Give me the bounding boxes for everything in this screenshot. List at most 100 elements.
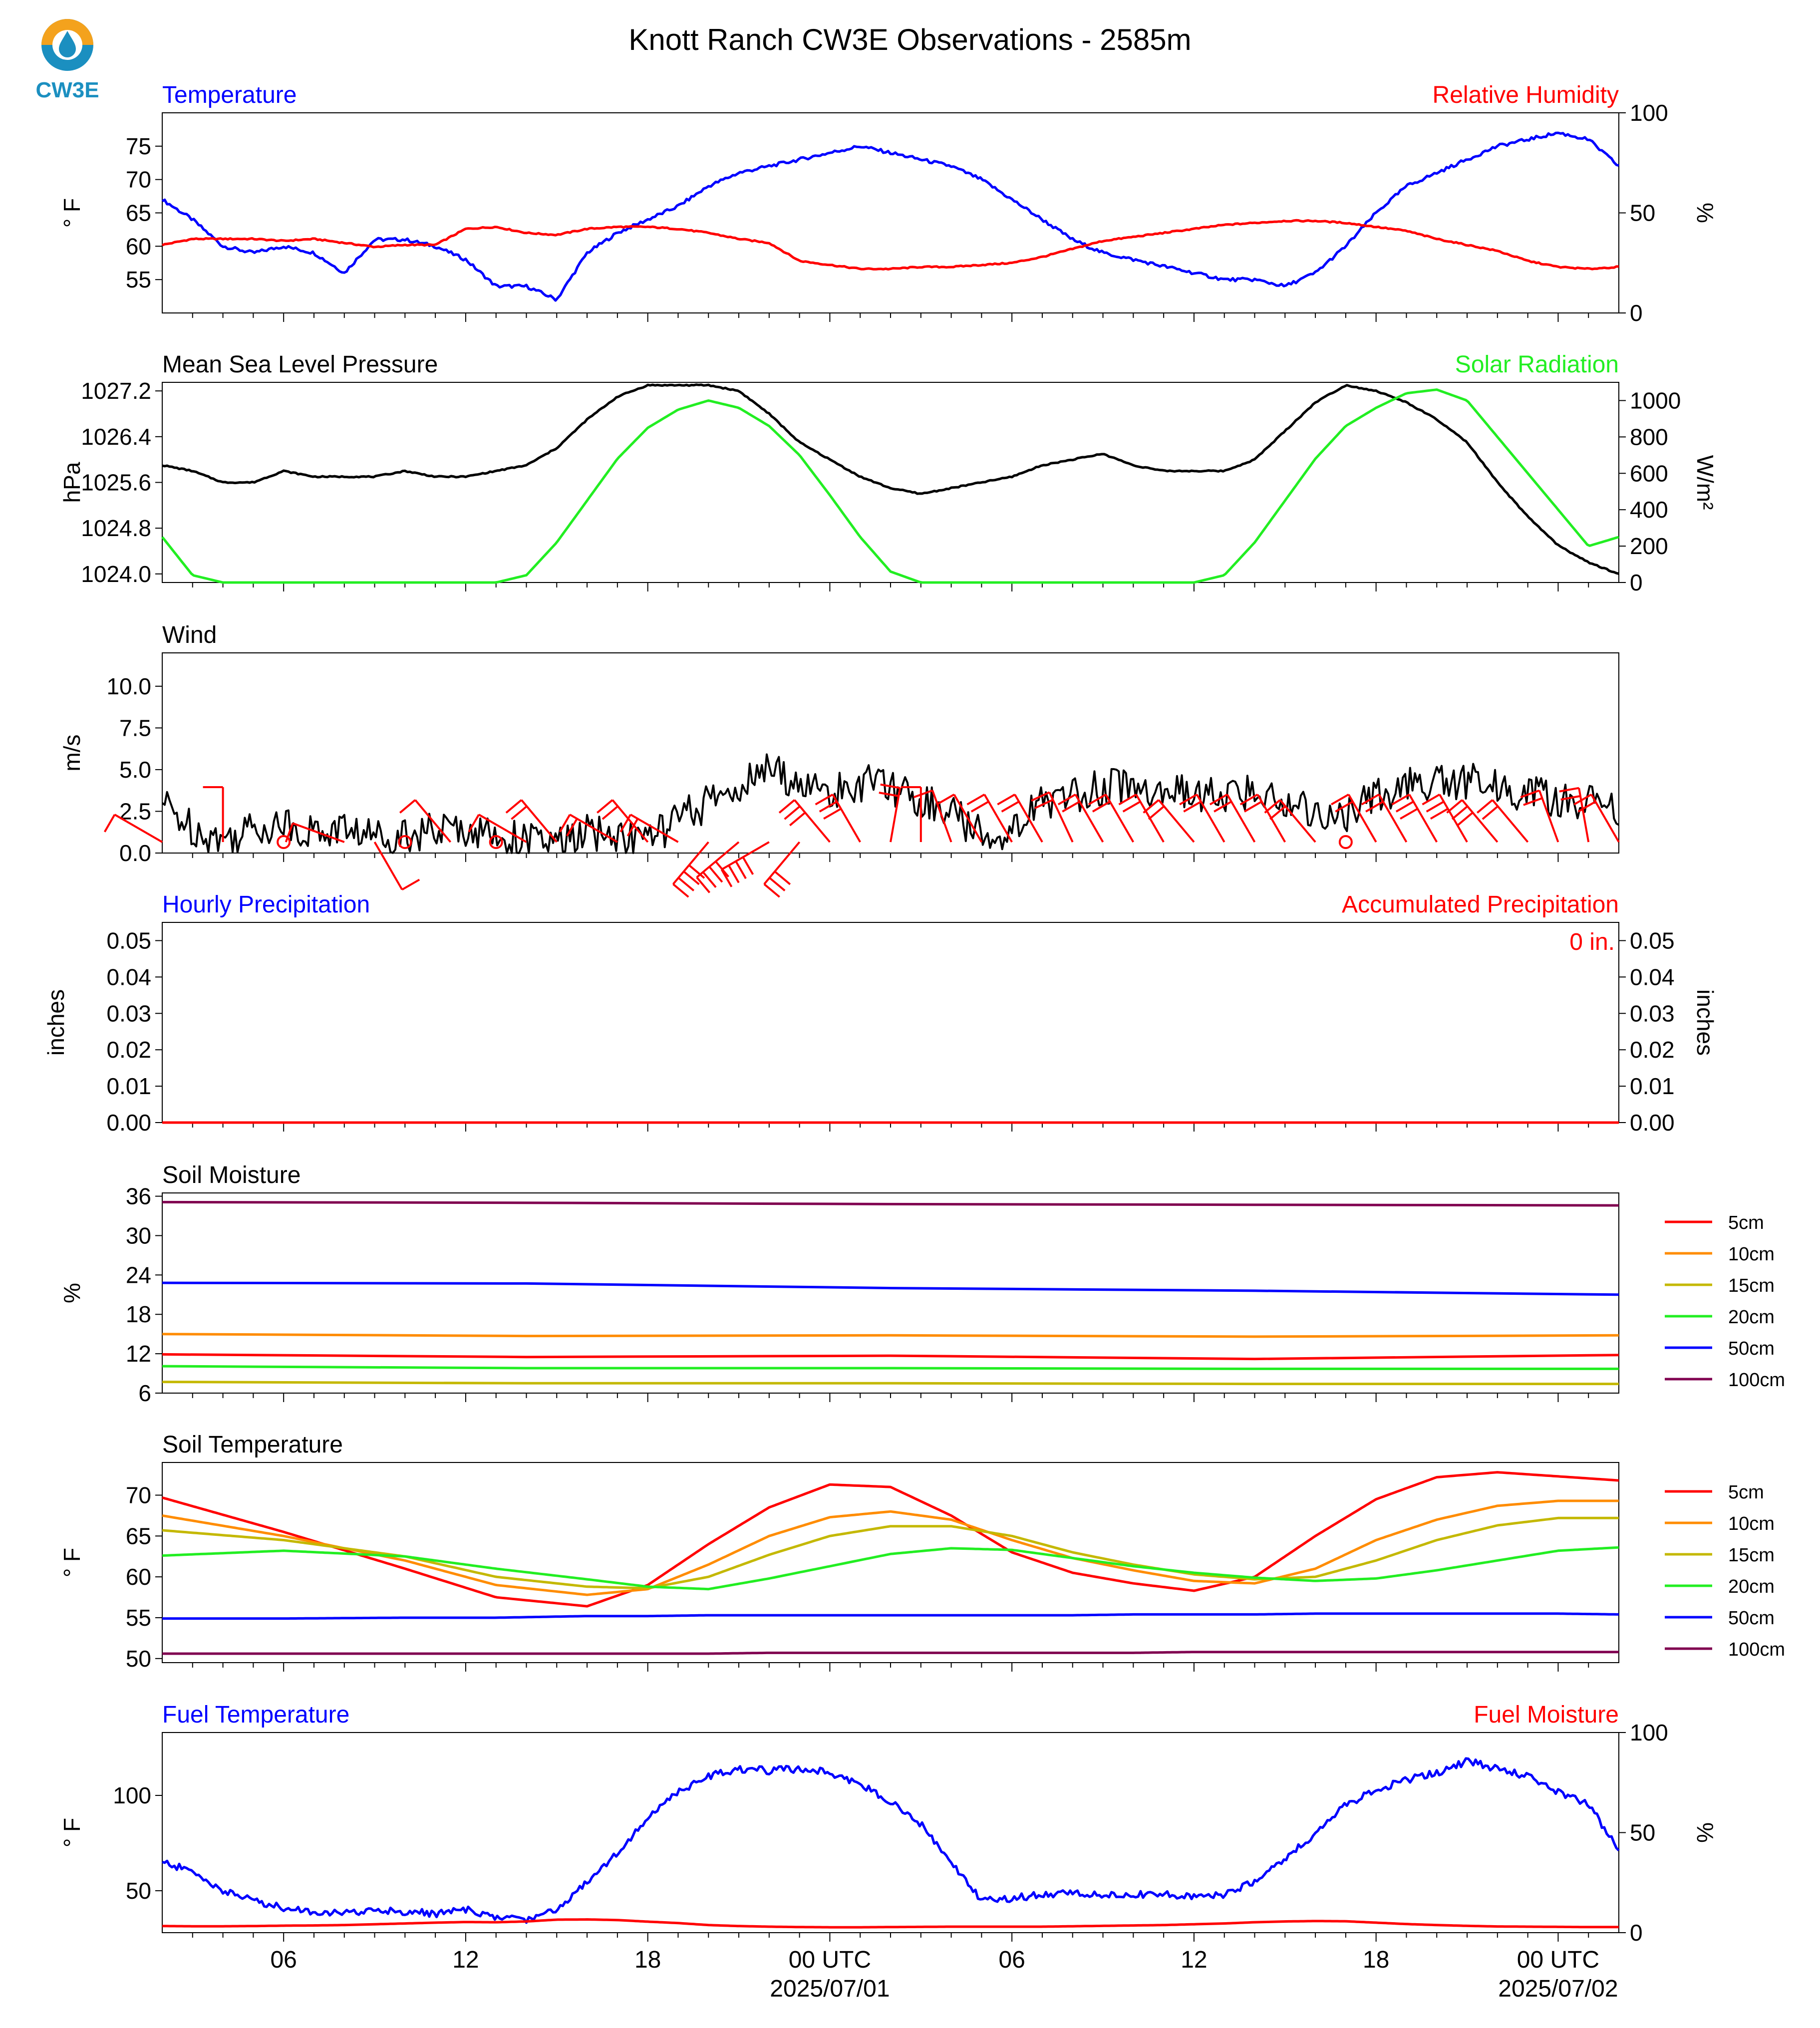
- wind-barb: [203, 786, 224, 842]
- accum-total-label: 0 in.: [1569, 929, 1615, 955]
- ylabel-left: m/s: [59, 734, 85, 771]
- wind-barb: [1520, 789, 1559, 843]
- ytick-label: 0.05: [106, 927, 151, 953]
- legend-label: 100cm: [1728, 1370, 1785, 1391]
- wind-barb: [1477, 799, 1529, 843]
- panel-title-left: Fuel Temperature: [162, 1702, 349, 1728]
- ylabel-left: ° F: [59, 1548, 85, 1577]
- ytick-right-label: 600: [1630, 460, 1668, 486]
- ylabel-right: %: [1692, 1822, 1718, 1843]
- ytick-label: 5.0: [119, 757, 151, 783]
- ylabel-left: hPa: [59, 462, 85, 503]
- panel-title-left: Soil Temperature: [162, 1432, 343, 1458]
- ytick-label: 36: [126, 1183, 151, 1209]
- series-line-5: [162, 1612, 1619, 1620]
- series-line-2: [161, 219, 1619, 271]
- legend-label: 10cm: [1728, 1244, 1775, 1265]
- wind-barb: [1391, 793, 1438, 843]
- wind-barb: [1446, 799, 1499, 843]
- panel-title-left: Temperature: [162, 82, 297, 108]
- wind-barb: [103, 814, 163, 843]
- ytick-right-label: 100: [1630, 1720, 1668, 1745]
- series-line-1: [162, 1757, 1620, 1924]
- series-line-4: [162, 1546, 1619, 1591]
- xtick-label: 06: [998, 1947, 1025, 1973]
- ytick-right-label: 800: [1630, 424, 1668, 450]
- ytick-label: 12: [126, 1341, 151, 1367]
- wind-barb: [672, 841, 709, 898]
- ytick-label: 50: [126, 1878, 151, 1904]
- ytick-label: 75: [126, 133, 151, 159]
- wind-barb: [1559, 787, 1590, 843]
- series-line-3: [162, 1381, 1619, 1386]
- ytick-right-label: 0: [1630, 570, 1643, 595]
- ytick-right-label: 0.03: [1630, 1000, 1675, 1026]
- droplet-icon: [59, 31, 76, 57]
- ytick-label: 0.01: [106, 1073, 151, 1099]
- legend-label: 15cm: [1728, 1275, 1775, 1296]
- series-line-6: [162, 1651, 1619, 1655]
- ylabel-right: %: [1692, 203, 1718, 223]
- series-line-1: [162, 383, 1619, 575]
- legend-label: 20cm: [1728, 1307, 1775, 1328]
- date-label: 2025/07/02: [1498, 1976, 1618, 2002]
- series-line-2: [161, 388, 1619, 584]
- xtick-label: 18: [1363, 1947, 1389, 1973]
- wind-barb: [559, 814, 618, 843]
- wind-barb: [1031, 791, 1074, 843]
- ytick-label: 55: [126, 267, 151, 292]
- legend-label: 50cm: [1728, 1608, 1775, 1629]
- legend-label: 100cm: [1728, 1639, 1785, 1660]
- ytick-label: 60: [126, 1564, 151, 1590]
- ytick-right-label: 0.04: [1630, 964, 1675, 990]
- ylabel-left: inches: [43, 989, 69, 1056]
- panel-4: Hourly Precipitation Accumulated Precipit…: [43, 891, 1718, 1136]
- panel-1: Temperature Relative Humidity 55 60 65 70 75 ° …: [59, 82, 1718, 326]
- wind-barb: [285, 822, 345, 843]
- ytick-label: 1026.4: [81, 424, 151, 450]
- ytick-label: 65: [126, 200, 151, 226]
- plot-frame: [162, 1732, 1619, 1933]
- series-line-2: [162, 1918, 1619, 1929]
- wind-barb: [720, 841, 770, 887]
- wind-calm-marker: [398, 835, 412, 849]
- logo-text: CW3E: [35, 78, 99, 102]
- wind-barb: [1179, 793, 1225, 843]
- ytick-label: 1027.2: [81, 378, 151, 404]
- legend-label: 10cm: [1728, 1513, 1775, 1534]
- series-line-2: [162, 1333, 1619, 1338]
- ytick-right-label: 1000: [1630, 387, 1681, 413]
- wind-barb: [696, 841, 740, 893]
- ytick-label: 10.0: [106, 673, 151, 699]
- ylabel-left: ° F: [59, 198, 85, 228]
- plot-frame: [162, 382, 1619, 583]
- ytick-label: 24: [126, 1262, 151, 1288]
- wind-calm-marker: [277, 835, 291, 849]
- ylabel-left: %: [59, 1283, 85, 1303]
- series-line-1: [162, 1471, 1619, 1608]
- wind-barb: [901, 786, 922, 842]
- series-line-6: [162, 1200, 1619, 1207]
- panel-title-right: Fuel Moisture: [1474, 1702, 1619, 1728]
- wind-barb: [1573, 793, 1620, 843]
- wind-barb: [936, 793, 983, 843]
- wind-barb: [1361, 793, 1408, 843]
- ytick-label: 0.04: [106, 964, 151, 990]
- wind-barb: [1264, 799, 1316, 843]
- wind-barb: [1088, 793, 1135, 843]
- date-label: 2025/07/01: [770, 1976, 890, 2002]
- ytick-right-label: 0.02: [1630, 1037, 1675, 1063]
- ytick-label: 65: [126, 1523, 151, 1549]
- ytick-right-label: 50: [1630, 200, 1655, 226]
- legend-label: 15cm: [1728, 1545, 1775, 1566]
- panel-title-right: Accumulated Precipitation: [1342, 891, 1619, 918]
- xtick-label: 12: [452, 1947, 479, 1973]
- cw3e-logo: CW3E: [35, 19, 99, 102]
- xtick-label: 18: [634, 1947, 661, 1973]
- ytick-label: 30: [126, 1222, 151, 1248]
- wind-barb: [815, 793, 861, 843]
- wind-barb: [966, 793, 1013, 843]
- series-line-1: [161, 753, 1619, 854]
